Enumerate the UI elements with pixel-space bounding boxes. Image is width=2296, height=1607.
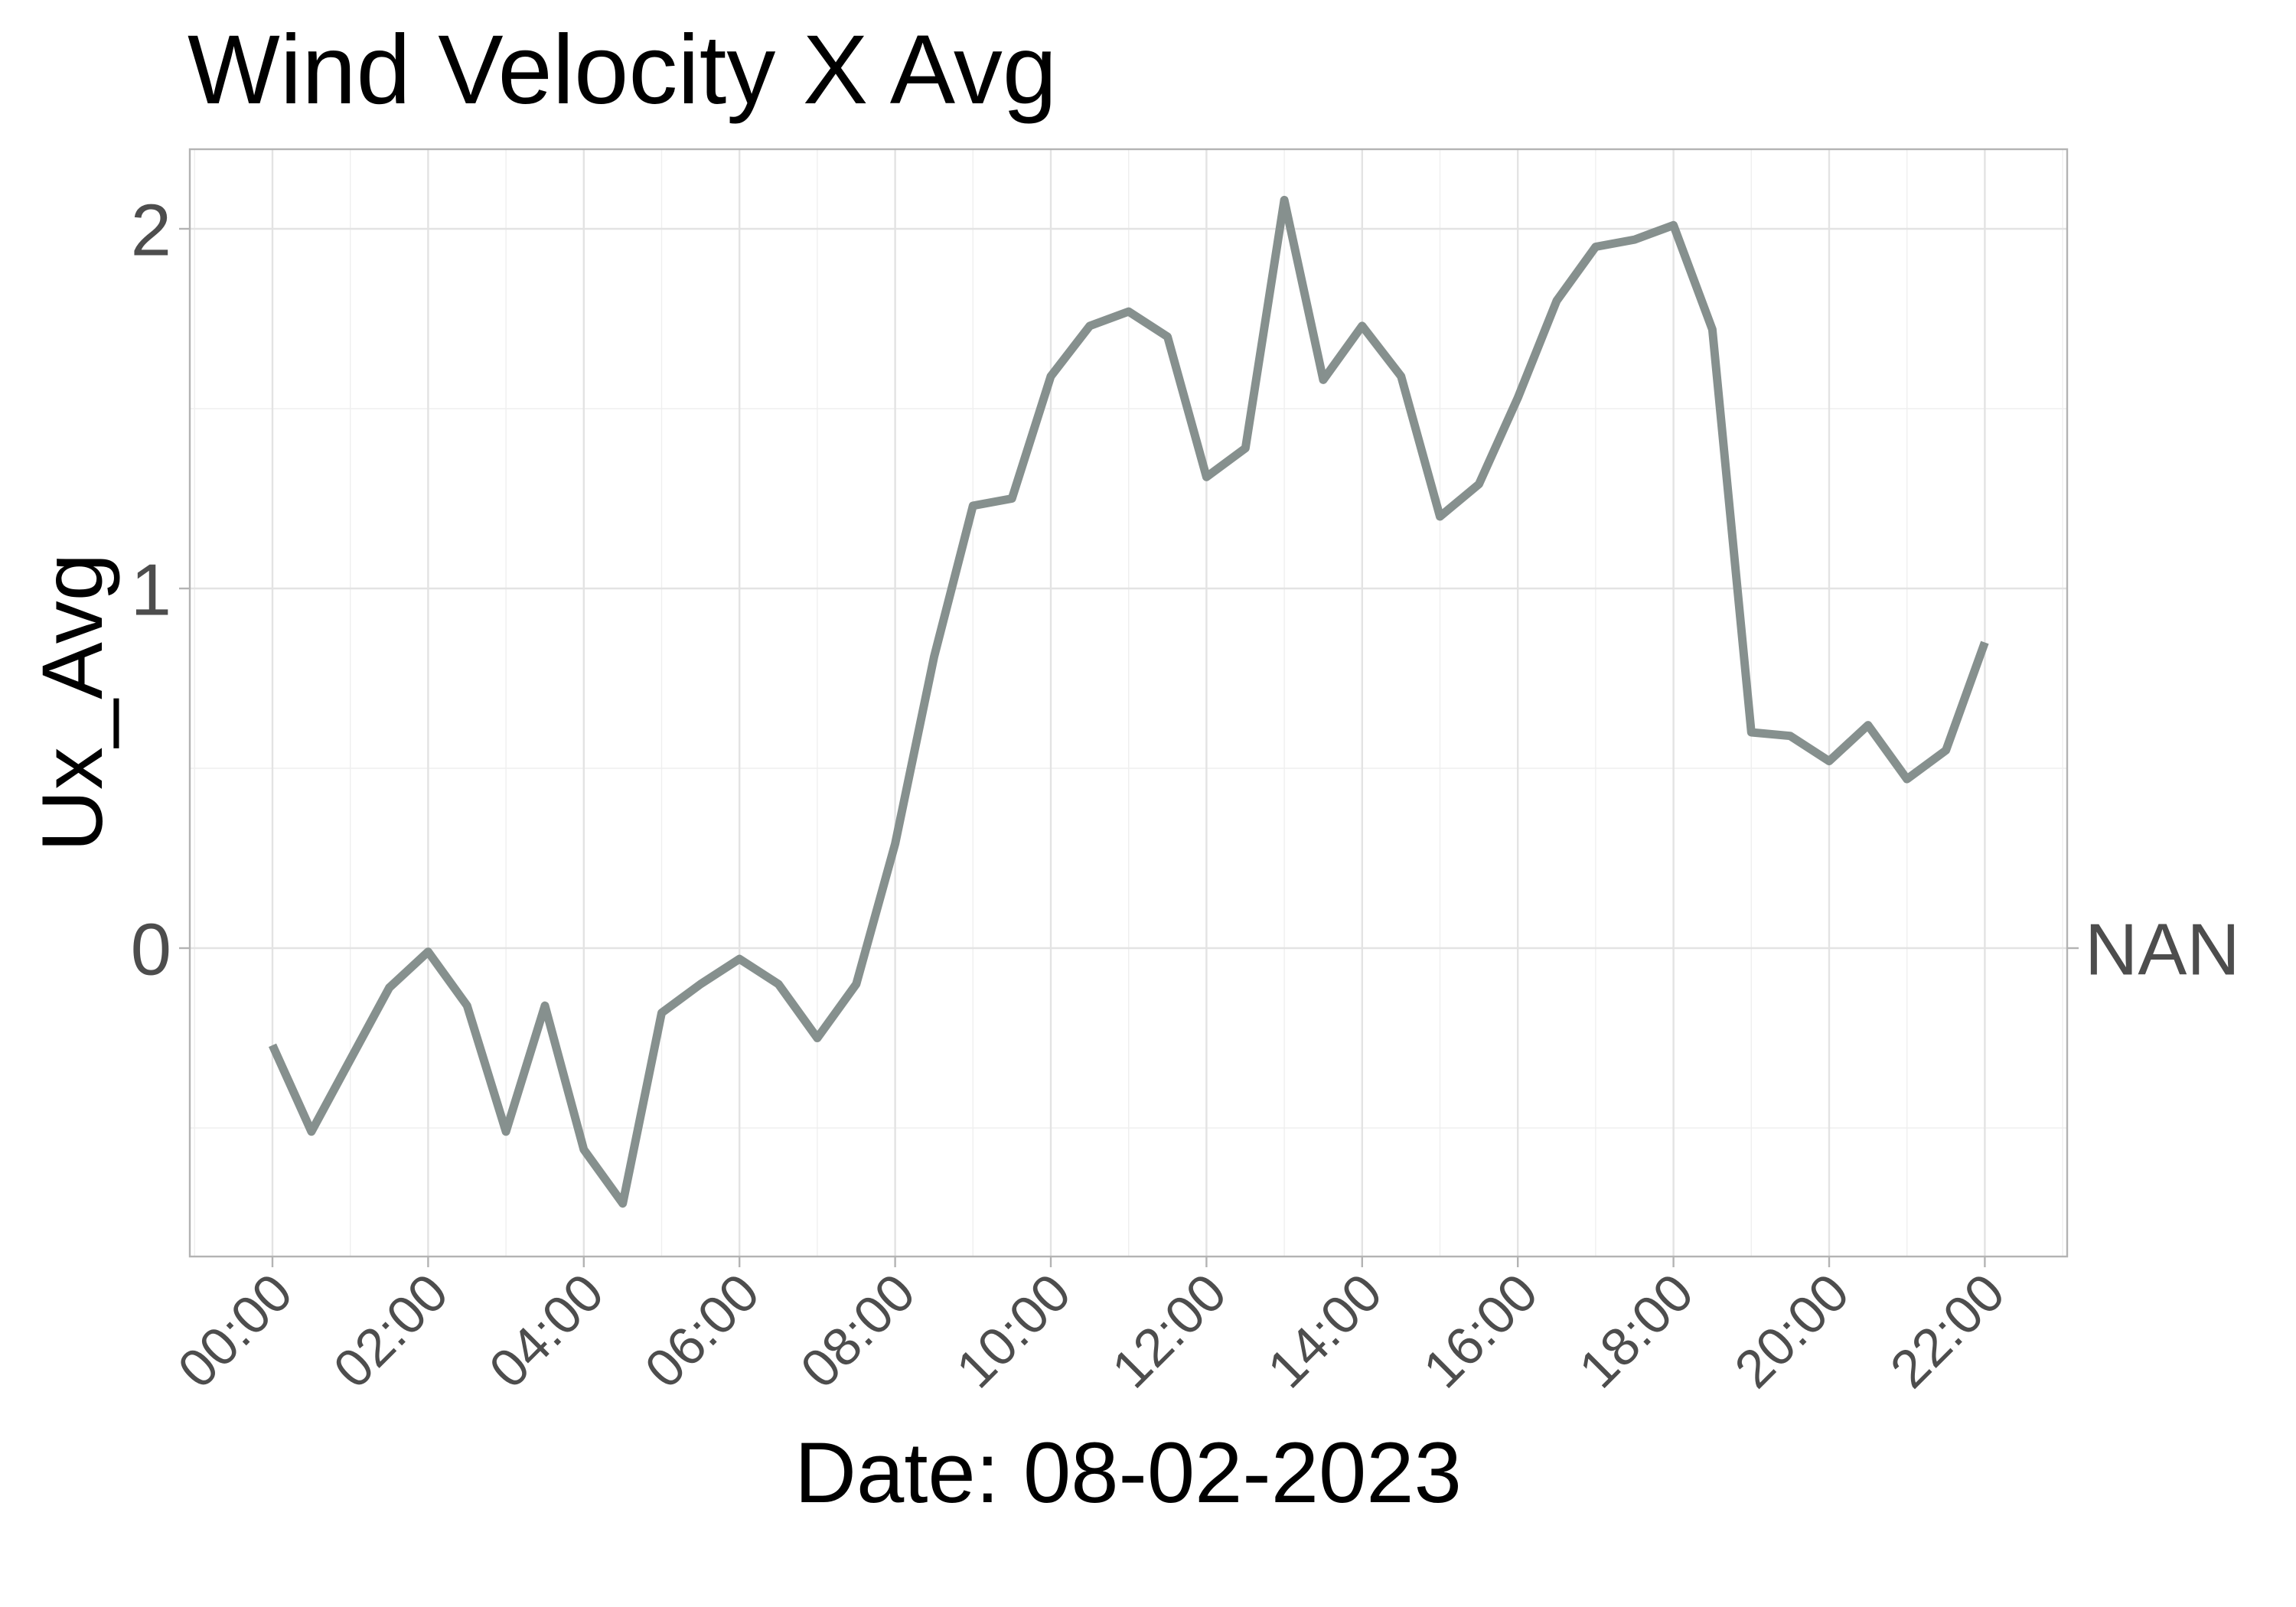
y-tick-label: 1 bbox=[131, 549, 171, 631]
major-gridlines bbox=[190, 149, 2067, 1257]
chart-title: Wind Velocity X Avg bbox=[188, 15, 1057, 125]
x-tick-label: 02:00 bbox=[322, 1262, 459, 1399]
x-axis-title: Date: 08-02-2023 bbox=[794, 1425, 1462, 1521]
x-tick-label: 18:00 bbox=[1567, 1262, 1704, 1399]
x-tick-label: 20:00 bbox=[1724, 1262, 1861, 1399]
x-tick-label: 00:00 bbox=[167, 1262, 304, 1399]
series-line bbox=[268, 195, 1989, 1208]
x-tick-label: 14:00 bbox=[1256, 1262, 1393, 1399]
y-axis-title: Ux_Avg bbox=[24, 553, 120, 852]
x-tick-label: 04:00 bbox=[478, 1262, 615, 1399]
x-tick-label: 12:00 bbox=[1101, 1262, 1238, 1399]
y-tick-label: 0 bbox=[131, 909, 171, 991]
secondary-axis-label: NAN bbox=[2085, 909, 2240, 991]
x-tick-label: 16:00 bbox=[1412, 1262, 1549, 1399]
x-tick-label: 22:00 bbox=[1879, 1262, 2016, 1399]
plot-panel bbox=[188, 148, 2069, 1258]
x-tick-label: 06:00 bbox=[634, 1262, 771, 1399]
series-group bbox=[268, 195, 1989, 1208]
y-tick-label: 2 bbox=[131, 190, 171, 272]
x-tick-label: 10:00 bbox=[945, 1262, 1082, 1399]
x-axis: 00:00 02:00 04:00 06:00 08:00 10:00 12:00 14:00… bbox=[167, 1257, 2016, 1399]
y-axis: 0 1 2 bbox=[131, 190, 190, 991]
x-tick-label: 08:00 bbox=[789, 1262, 926, 1399]
